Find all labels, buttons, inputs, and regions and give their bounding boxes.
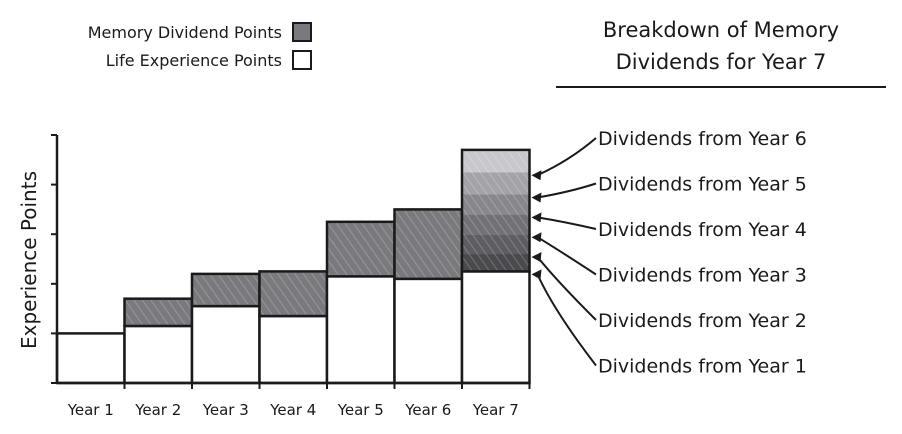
x-tick-label: Year 7 — [472, 401, 519, 419]
legend-label-life: Life Experience Points — [105, 50, 282, 70]
bar-life-7 — [460, 270, 531, 385]
x-tick-label: Year 5 — [337, 401, 384, 419]
hatch-overlay — [462, 254, 530, 272]
arrowhead — [531, 192, 542, 203]
breakdown-arrow-line — [537, 216, 597, 230]
breakdown-label: Dividends from Year 3 — [598, 265, 807, 287]
legend: Memory Dividend Points Life Experience P… — [12, 18, 312, 74]
bar-life-1 — [55, 332, 126, 385]
hatch-overlay — [462, 214, 530, 235]
x-tick-label: Year 3 — [202, 401, 249, 419]
breakdown-label: Dividends from Year 6 — [598, 128, 807, 150]
hatch-overlay — [462, 172, 530, 195]
legend-swatch-life — [292, 50, 312, 70]
bar-life-6 — [393, 277, 464, 385]
hatch-overlay — [462, 194, 530, 215]
arrowhead — [531, 232, 542, 243]
bar-life-4 — [258, 314, 329, 385]
breakdown-title: Breakdown of Memory Dividends for Year 7 — [556, 14, 886, 78]
hatch-overlay — [126, 300, 191, 325]
breakdown-arrow-line — [537, 137, 597, 177]
breakdown-label: Dividends from Year 4 — [598, 219, 807, 241]
breakdown-label: Dividends from Year 2 — [598, 310, 807, 332]
legend-swatch-memory — [292, 22, 312, 42]
bar-memory-7 — [460, 148, 531, 273]
legend-item-life: Life Experience Points — [12, 46, 312, 74]
bar-life-3 — [190, 304, 261, 385]
arrowhead — [531, 212, 542, 223]
hatch-overlay — [462, 149, 530, 173]
arrowhead — [531, 170, 542, 181]
breakdown-label: Dividends from Year 1 — [598, 356, 807, 378]
hatch-overlay — [462, 234, 530, 255]
x-tick-label: Year 6 — [404, 401, 451, 419]
bar-life-2 — [123, 324, 194, 385]
legend-item-memory: Memory Dividend Points — [12, 18, 312, 46]
breakdown-arrow-line — [536, 236, 597, 276]
breakdown-title-line1: Breakdown of Memory — [602, 18, 840, 42]
bar-life-5 — [325, 275, 396, 385]
breakdown-title-line2: Dividends for Year 7 — [615, 50, 827, 74]
arrowhead — [531, 252, 542, 263]
arrowhead — [531, 269, 542, 280]
hatch-overlay — [396, 210, 461, 278]
breakdown-label: Dividends from Year 5 — [598, 174, 807, 196]
x-tick-label: Year 2 — [134, 401, 181, 419]
breakdown-arrow-line — [537, 182, 597, 199]
breakdown-arrow-line — [536, 256, 597, 321]
hatch-overlay — [328, 223, 393, 275]
x-tick-label: Year 4 — [269, 401, 316, 419]
breakdown-title-rule — [556, 86, 886, 88]
legend-label-memory: Memory Dividend Points — [87, 22, 282, 42]
hatch-overlay — [261, 272, 326, 315]
y-axis-label: Experience Points — [17, 171, 41, 349]
hatch-overlay — [193, 275, 258, 305]
x-tick-label: Year 1 — [67, 401, 114, 419]
breakdown-arrow-line — [536, 273, 597, 367]
